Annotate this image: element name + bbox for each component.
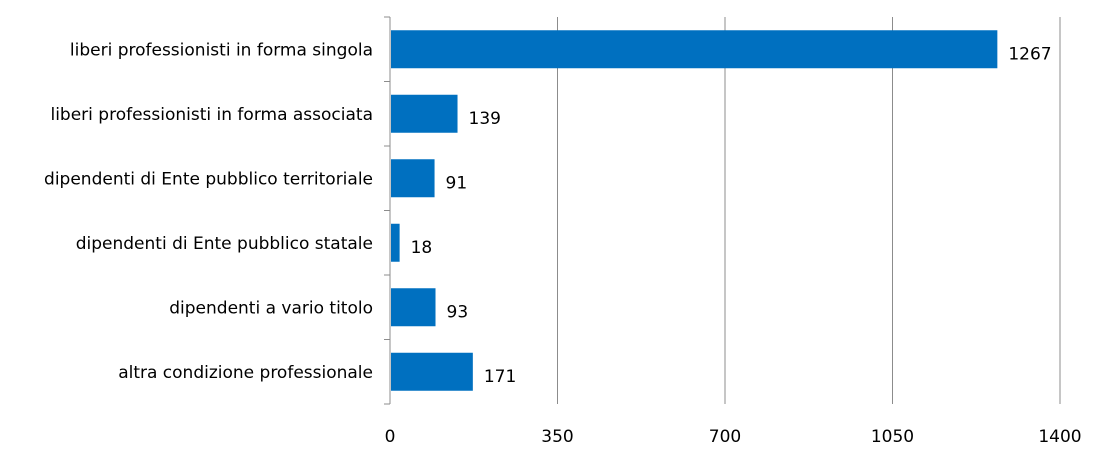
value-label-2: 91 xyxy=(446,173,468,193)
x-tick-label-2: 700 xyxy=(709,427,741,447)
x-tick-label-1: 350 xyxy=(541,427,573,447)
value-label-4: 93 xyxy=(447,302,469,322)
value-label-0: 1267 xyxy=(1008,44,1051,64)
x-tick-label-0: 0 xyxy=(385,427,396,447)
axes xyxy=(384,16,391,405)
category-label-5: altra condizione professionale xyxy=(118,363,373,383)
bar-3 xyxy=(391,223,400,262)
bar-5 xyxy=(391,352,473,391)
x-tick-label-4: 1400 xyxy=(1038,427,1081,447)
grid-lines xyxy=(557,17,1061,404)
category-label-2: dipendenti di Ente pubblico territoriale xyxy=(44,169,373,189)
labels: liberi professionisti in forma singola 12… xyxy=(44,40,1082,447)
bar-4 xyxy=(391,288,436,327)
bar-0 xyxy=(391,30,998,69)
category-label-1: liberi professionisti in forma associata xyxy=(50,105,373,125)
bar-2 xyxy=(391,159,435,198)
x-tick-label-3: 1050 xyxy=(871,427,914,447)
value-label-3: 18 xyxy=(411,238,433,258)
category-label-0: liberi professionisti in forma singola xyxy=(70,40,373,60)
value-label-1: 139 xyxy=(469,109,501,129)
bar-1 xyxy=(391,94,458,133)
value-label-5: 171 xyxy=(484,367,516,387)
bars xyxy=(391,30,998,391)
category-label-4: dipendenti a vario titolo xyxy=(169,298,373,318)
category-label-3: dipendenti di Ente pubblico statale xyxy=(76,234,373,254)
